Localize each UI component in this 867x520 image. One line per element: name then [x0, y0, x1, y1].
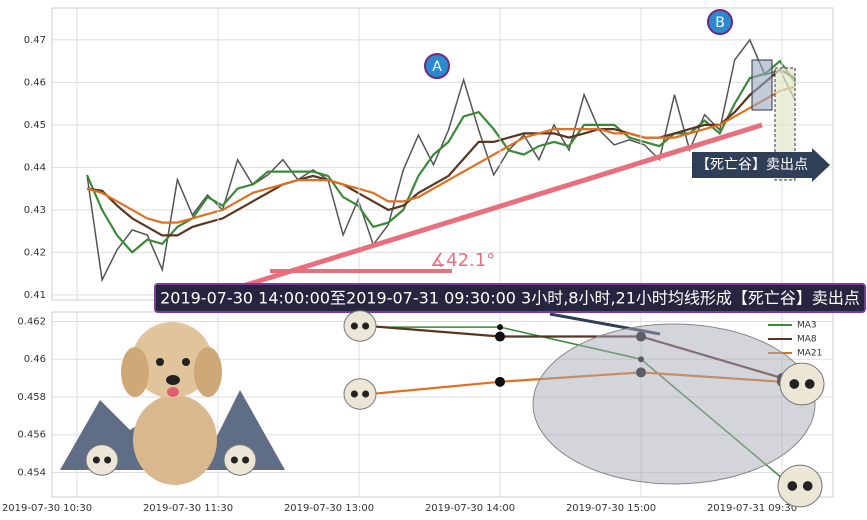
- y-tick-label: 0.43: [24, 205, 46, 216]
- skull: [223, 444, 257, 476]
- skull: [343, 310, 377, 342]
- skull-eye: [787, 481, 798, 491]
- y-tick-label: 0.46: [24, 77, 46, 88]
- y-tick-label: 0.454: [17, 467, 46, 478]
- banner-text: 2019-07-30 14:00:00至2019-07-31 09:30:00 …: [160, 289, 860, 308]
- skull-eye: [802, 481, 813, 491]
- dog: [121, 322, 222, 485]
- signal-arrow: [692, 148, 830, 182]
- y-tick-label: 0.46: [24, 354, 46, 365]
- skull-eye: [804, 379, 815, 389]
- legend-label: MA3: [797, 321, 817, 331]
- mountain: [200, 390, 285, 470]
- skull-eye: [789, 379, 800, 389]
- skull-eye: [242, 456, 250, 464]
- point: [497, 324, 503, 331]
- banner: [154, 283, 866, 313]
- peak-label: A: [432, 59, 442, 75]
- signal-box: [751, 59, 773, 111]
- skull-eye: [230, 456, 238, 464]
- series-line: [86, 85, 796, 224]
- skull: [779, 362, 825, 406]
- skulls: [85, 310, 825, 508]
- peak-marker: [424, 53, 450, 79]
- y-tick-label: 0.47: [24, 35, 46, 46]
- y-tick-label: 0.458: [17, 392, 46, 403]
- y-tick-label: 0.45: [24, 120, 46, 131]
- x-tick-label: 2019-07-30 14:00: [425, 503, 515, 514]
- series-line: [86, 68, 796, 237]
- x-tick-label: 2019-07-30 10:30: [2, 503, 92, 514]
- x-tick-label: 2019-07-30 13:00: [284, 503, 374, 514]
- point: [495, 376, 505, 387]
- skull: [85, 444, 119, 476]
- skull-eye: [350, 322, 358, 330]
- y-tick-label: 0.42: [24, 247, 46, 258]
- peak-label: B: [715, 15, 725, 31]
- y-tick-label: 0.44: [24, 162, 46, 173]
- y-tick-label: 0.462: [17, 316, 46, 327]
- trend-line: [229, 122, 763, 293]
- skull: [343, 378, 377, 410]
- x-tick-label: 2019-07-30 11:30: [143, 503, 233, 514]
- point: [495, 331, 505, 342]
- highlight: [532, 323, 816, 485]
- legend-label: MA8: [797, 335, 817, 345]
- y-tick-label: 0.41: [24, 290, 46, 301]
- x-tick-label: 2019-07-30 15:00: [566, 503, 656, 514]
- legend-label: MA21: [797, 349, 822, 359]
- skull-eye: [104, 456, 112, 464]
- x-tick-label: 2019-07-31 09:30: [707, 503, 797, 514]
- skull-eye: [92, 456, 100, 464]
- skull-eye: [350, 390, 358, 398]
- y-tick-label: 0.456: [17, 430, 46, 441]
- angle-label: ∡42.1°: [430, 250, 495, 271]
- skull: [777, 464, 823, 508]
- peak-marker: [707, 9, 733, 35]
- skull-eye: [362, 322, 370, 330]
- skull-eye: [362, 390, 370, 398]
- signal-label: 【死亡谷】卖出点: [696, 157, 808, 173]
